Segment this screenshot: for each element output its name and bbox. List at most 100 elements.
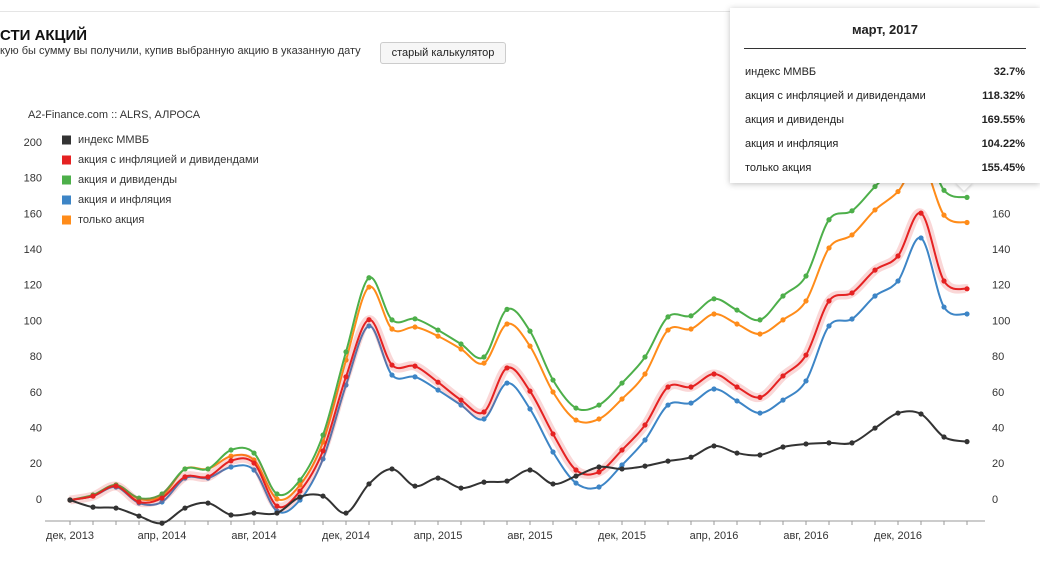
series-line: [69, 410, 968, 525]
series-point: [297, 477, 303, 483]
series-point: [205, 500, 211, 506]
series-point: [688, 384, 694, 390]
legend-swatch: [62, 215, 71, 225]
y2-tick-label: 80: [992, 351, 1004, 363]
series-point: [136, 499, 142, 505]
y2-tick-label: 20: [992, 458, 1004, 470]
series-point: [251, 510, 257, 516]
tooltip-row: акция и дивиденды 169.55%: [745, 114, 1025, 126]
series-point: [343, 510, 349, 516]
series-point: [734, 384, 740, 390]
x-tick-label: авг, 2014: [231, 530, 276, 542]
series-point: [389, 362, 395, 368]
series-point: [665, 327, 671, 333]
tooltip-label: акция с инфляцией и дивидендами: [745, 90, 926, 102]
series-point: [573, 405, 579, 411]
series-point: [343, 349, 349, 355]
page-title: СТИ АКЦИЙ: [0, 27, 88, 44]
series-point: [711, 371, 717, 377]
series-point: [366, 284, 372, 290]
series-point: [964, 194, 970, 200]
y-tick-label: 80: [30, 351, 42, 363]
y-tick-label: 180: [24, 173, 42, 185]
tooltip-arrow: [955, 182, 973, 191]
series-point: [826, 440, 832, 446]
series-point: [895, 188, 901, 195]
series-point: [941, 434, 947, 440]
x-tick-label: дек, 2014: [322, 530, 370, 542]
series-point: [527, 343, 533, 349]
series-point: [274, 491, 280, 497]
series-point: [458, 397, 464, 403]
series-point: [872, 425, 878, 431]
series-point: [136, 513, 142, 519]
series-point: [803, 378, 809, 384]
series-point: [803, 273, 809, 279]
series-point: [573, 467, 579, 473]
series-point: [297, 494, 303, 500]
legend-label: акция и инфляция: [78, 194, 171, 206]
tooltip-row: акция и инфляция 104.22%: [745, 138, 1025, 150]
series-point: [964, 286, 970, 292]
series-point: [251, 467, 257, 473]
series-point: [849, 290, 855, 296]
series-point: [205, 474, 211, 480]
series-point: [711, 296, 717, 302]
series-point: [573, 480, 579, 486]
legend-label: индекс ММВБ: [78, 134, 149, 146]
series-point: [274, 503, 280, 509]
series-point: [734, 398, 740, 404]
series-point: [849, 208, 855, 214]
series-point: [849, 440, 855, 446]
legend-swatch: [62, 135, 71, 145]
series-point: [159, 495, 165, 501]
x-tick-label: апр, 2016: [690, 530, 739, 542]
series-point: [688, 400, 694, 406]
series-point: [228, 464, 234, 470]
series-point: [435, 327, 441, 333]
legend-swatch: [62, 155, 71, 165]
old-calculator-button[interactable]: старый калькулятор: [380, 42, 506, 64]
page-subtitle: кую бы сумму вы получили, купив выбранну…: [0, 45, 361, 57]
series-point: [274, 510, 280, 516]
series-glow: [69, 208, 969, 512]
series-point: [228, 447, 234, 453]
series-point: [688, 313, 694, 319]
series-point: [159, 499, 165, 505]
series-point: [711, 386, 717, 392]
series-point: [619, 396, 625, 402]
series-point: [182, 474, 188, 480]
series-point: [826, 217, 832, 223]
series-point: [780, 293, 786, 299]
series-point: [780, 317, 786, 323]
series-point: [826, 245, 832, 251]
series-point: [734, 321, 740, 327]
series-point: [803, 352, 809, 358]
series-point: [757, 452, 763, 458]
series-line: [69, 159, 968, 502]
y-tick-label: 40: [30, 423, 42, 435]
series-point: [412, 374, 418, 380]
series-line: [69, 137, 968, 501]
y2-tick-label: 40: [992, 423, 1004, 435]
tooltip-label: индекс ММВБ: [745, 66, 817, 78]
series-point: [550, 481, 556, 487]
x-tick-label: апр, 2015: [414, 530, 463, 542]
series-point: [527, 328, 533, 334]
series-point: [619, 380, 625, 386]
y2-tick-label: 160: [992, 208, 1010, 220]
series-point: [504, 365, 510, 371]
legend-label: только акция: [78, 214, 144, 226]
series-point: [895, 278, 901, 284]
series-point: [228, 458, 234, 464]
legend-label: акция и дивиденды: [78, 174, 177, 186]
series-point: [389, 466, 395, 472]
y2-tick-label: 100: [992, 315, 1010, 327]
x-tick-label: дек, 2013: [46, 530, 94, 542]
y2-tick-label: 140: [992, 244, 1010, 256]
series-point: [872, 267, 878, 273]
series-point: [90, 493, 96, 499]
y2-tick-label: 60: [992, 387, 1004, 399]
series-point: [182, 466, 188, 472]
